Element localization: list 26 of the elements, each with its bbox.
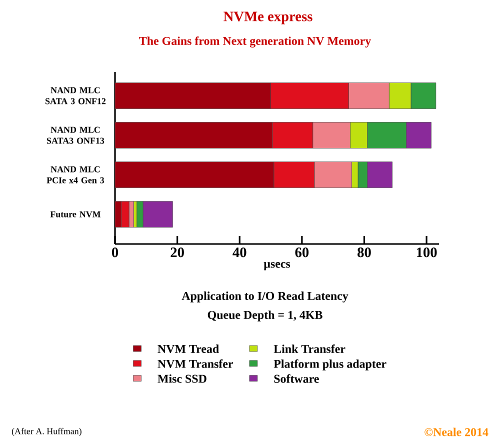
chart-title: NVMe express (224, 12, 312, 24)
y-tick-label: NAND MLC PCIe x4 Gen 3 (46, 166, 104, 184)
y-tick-label: NAND MLC SATA 3 ONF12 (46, 87, 106, 104)
text: Queue Depth = 1, 4KB (208, 310, 322, 322)
legend-label: Link Transfer (274, 344, 346, 354)
x-axis-title: µsecs (264, 262, 290, 270)
y-tick-label: NAND MLC SATA3 ONF13 (46, 126, 104, 144)
text: (After A. Huffman) (12, 428, 82, 436)
legend-label: Misc SSD (158, 374, 206, 383)
bar (115, 82, 271, 109)
bar (115, 122, 273, 148)
chart-subtitle: The Gains from Next generation NV Memory (139, 36, 371, 48)
x-tick-label: 60 (295, 248, 309, 258)
text: Application to I/O Read Latency (182, 292, 348, 302)
x-tick-label: 40 (232, 248, 246, 258)
legend-label: NVM Transfer (158, 359, 234, 368)
x-tick-label: 0 (112, 248, 118, 258)
legend-label: Software (274, 374, 319, 383)
text: ©Neale 2014 (424, 428, 488, 436)
legend-label: NVM Tread (158, 344, 219, 354)
x-tick-label: 100 (416, 248, 437, 258)
x-tick-label: 80 (358, 248, 371, 258)
x-tick-label: 20 (170, 248, 184, 258)
bar (115, 162, 274, 188)
legend-label: Platform plus adapter (274, 359, 386, 370)
y-tick-label: Future NVM (50, 211, 101, 218)
